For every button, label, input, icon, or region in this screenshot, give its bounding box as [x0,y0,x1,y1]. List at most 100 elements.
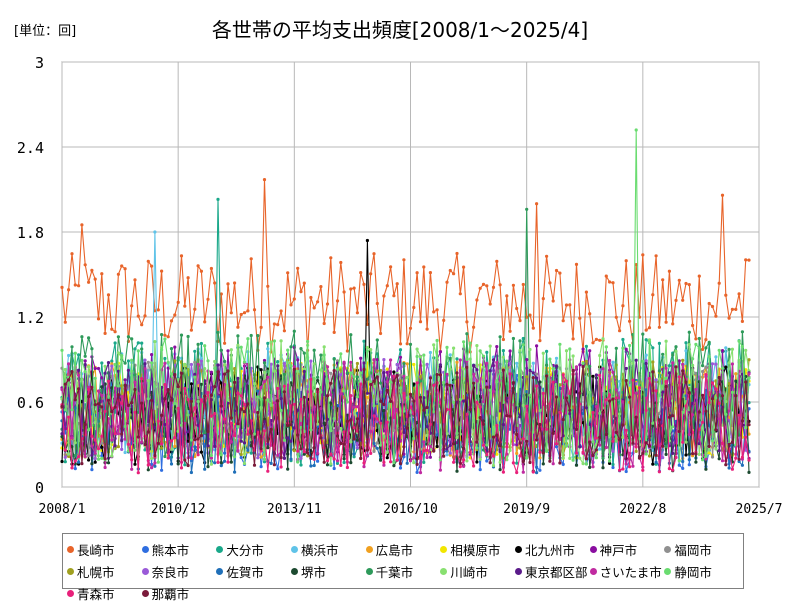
data-point [382,409,386,413]
data-point [747,372,751,376]
data-point [408,326,413,330]
data-point [87,428,91,432]
data-point [495,360,499,365]
data-point [724,365,728,369]
data-point [150,361,154,365]
data-point [405,461,409,465]
data-point [422,449,426,453]
data-point [498,460,502,464]
data-point [179,423,184,427]
data-point [545,254,549,258]
data-point [213,461,217,465]
data-point [96,389,101,393]
data-point [93,277,97,281]
data-point [309,446,313,450]
data-point [472,363,476,368]
data-point [398,462,403,466]
data-point [621,337,625,342]
data-point [674,345,678,349]
data-point [501,456,505,460]
legend-marker [440,567,448,575]
data-point [276,453,280,457]
data-point [256,410,260,415]
data-point [614,388,618,392]
data-point [113,330,117,334]
data-point [355,417,359,421]
data-point [186,463,190,468]
data-point [196,423,200,427]
data-point [591,341,595,345]
data-point [252,400,257,404]
data-point [233,367,237,371]
data-point [674,298,678,302]
data-point [176,300,180,304]
data-point [100,445,104,449]
data-point [133,448,137,452]
data-point [70,345,74,349]
data-point [545,363,549,367]
legend-label: さいたま市 [599,564,662,580]
data-point [531,371,535,375]
data-point [385,456,389,460]
data-point [425,433,429,437]
data-point [116,393,120,397]
data-point [259,447,263,451]
data-point [183,458,187,462]
data-point [574,262,579,266]
data-point [199,442,203,446]
data-point [339,441,343,446]
data-point [654,389,658,393]
data-point [647,340,652,344]
data-point [266,284,270,288]
data-point [730,307,735,311]
data-point [598,447,602,451]
data-point [256,395,260,399]
legend-item: さいたま市 [589,560,665,582]
data-point [661,390,665,394]
data-point [445,447,449,451]
data-point [691,323,695,328]
data-point [90,468,94,472]
data-point [206,359,210,363]
data-point [316,375,320,379]
data-point [727,409,731,413]
data-point [189,470,193,475]
data-point [634,128,638,132]
data-point [624,462,628,466]
data-point [435,444,439,449]
data-point [558,383,562,387]
data-point [103,371,107,375]
data-point [395,362,399,367]
data-point [574,451,579,455]
x-tick-label: 2019/9 [503,502,550,517]
data-point [508,361,512,365]
data-point [229,348,233,352]
data-point [233,470,237,474]
data-point [385,450,389,454]
data-point [551,299,555,303]
data-point [621,435,625,439]
data-point [389,380,393,384]
data-point [498,409,502,413]
data-point [647,407,652,411]
data-point [588,422,592,426]
data-point [525,315,529,319]
legend-marker [141,567,149,575]
legend-item: 那覇市 [141,582,217,604]
legend-marker [290,567,298,575]
legend-item: 熊本市 [141,538,217,560]
data-point [531,430,535,434]
data-point [206,444,210,448]
data-point [687,391,691,395]
data-point [614,396,618,400]
data-point [734,456,738,460]
data-point [116,335,120,339]
data-point [352,437,356,441]
data-point [93,460,97,464]
data-point [465,332,469,336]
data-point [578,363,582,367]
data-point [462,367,466,371]
data-point [339,426,343,431]
legend-marker [589,567,597,575]
data-point [286,436,290,440]
